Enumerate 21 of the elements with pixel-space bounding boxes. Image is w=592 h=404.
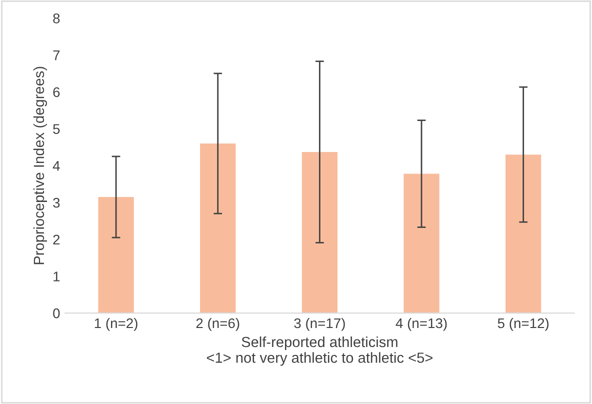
y-tick-label: 1 bbox=[54, 272, 60, 282]
y-tick-label: 3 bbox=[53, 198, 60, 208]
bar bbox=[506, 154, 542, 314]
y-tick-label: 5 bbox=[53, 124, 60, 134]
x-tick-label: 3 (n=17) bbox=[294, 318, 345, 331]
y-tick-label: 0 bbox=[53, 308, 60, 318]
y-tick-label: 4 bbox=[52, 161, 60, 171]
y-axis-title: Proprioceptive Index (degrees) bbox=[33, 66, 47, 264]
x-tick-label: 5 (n=12) bbox=[498, 318, 549, 331]
x-tick-label: 2 (n=6) bbox=[196, 318, 240, 331]
bar bbox=[98, 196, 134, 314]
x-tick-label: 4 (n=13) bbox=[396, 318, 447, 331]
y-tick-label: 2 bbox=[53, 234, 60, 244]
y-tick-label: 8 bbox=[53, 14, 60, 24]
x-axis-title: Self-reported athleticism <1> not very athletic to athletic <5> bbox=[206, 336, 432, 366]
bar bbox=[302, 152, 338, 314]
bar bbox=[404, 174, 440, 314]
x-tick-label: 1 (n=2) bbox=[94, 318, 138, 331]
y-tick-label: 7 bbox=[53, 50, 60, 60]
bar bbox=[200, 144, 236, 314]
y-tick-label: 6 bbox=[53, 87, 60, 98]
